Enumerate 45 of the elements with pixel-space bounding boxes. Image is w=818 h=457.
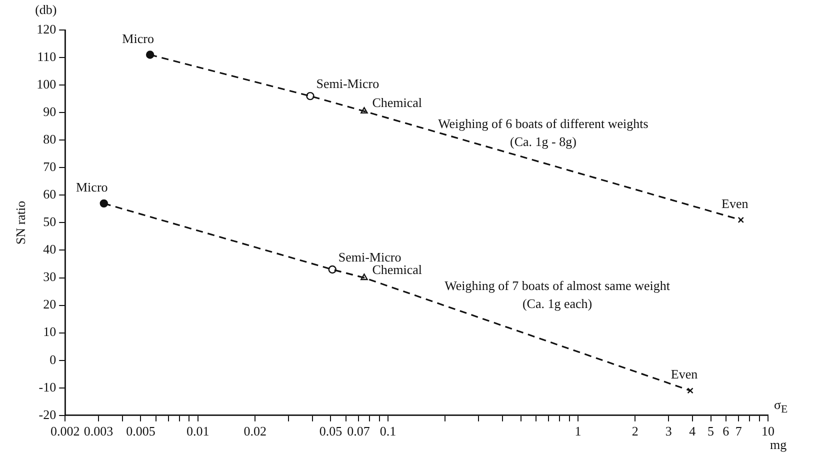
y-tick-label: 100 (36, 76, 56, 92)
annotation: Weighing of 7 boats of almost same weight (Ca. 1g each) (444, 276, 670, 313)
x-tick-label: 0.01 (186, 424, 210, 439)
x-tick-label: 0.005 (126, 424, 156, 439)
y-tick-label: -20 (38, 406, 56, 422)
y-tick-label: 90 (43, 104, 56, 120)
text: Even (722, 196, 748, 211)
text: (db) (35, 2, 57, 18)
y-tick-label: 40 (43, 242, 56, 257)
y-axis-title: SN ratio (13, 200, 28, 245)
x-tick-label: 7 (735, 424, 742, 439)
y-tick-label: 110 (37, 48, 56, 64)
x-tick-label: 0.02 (244, 424, 266, 439)
y-tick-label: 80 (43, 132, 56, 147)
x-tick-label: 1 (574, 424, 582, 439)
x-tick-label: 0.07 (347, 424, 370, 439)
series-label: Even (670, 366, 698, 382)
x-tick-label: 5 (708, 424, 714, 439)
x-tick-label: 0.05 (319, 424, 342, 439)
series-label: Micro (122, 30, 154, 46)
annotation: Weighing of 6 boats of different weights (Ca. 1g - 8g) (438, 114, 648, 151)
text: Chemical (372, 262, 422, 277)
x-tick-label: 0.002 (50, 424, 80, 439)
y-tick-label: 70 (43, 159, 56, 174)
y-tick-label: 10 (43, 324, 56, 340)
x-tick-label: 4 (689, 424, 696, 439)
x-tick-label: 3 (665, 424, 672, 439)
text: mg (770, 437, 787, 454)
series-label: Chemical (372, 95, 422, 110)
series-label: Semi-Micro (316, 76, 380, 92)
y-tick-label: 0 (50, 352, 56, 367)
x-axis-title: σ$_{E}$ (774, 397, 788, 416)
y-tick-label: 50 (43, 214, 56, 230)
x-tick-label: 0.1 (380, 424, 396, 439)
y-tick-label: 60 (43, 186, 56, 202)
y-tick-label: 30 (43, 269, 56, 284)
y-tick-label: 20 (43, 296, 56, 312)
x-tick-label: 0.003 (84, 424, 114, 439)
text: Micro (76, 179, 108, 194)
y-tick-label: 120 (36, 21, 56, 36)
x-tick-label: 6 (722, 424, 730, 439)
y-tick-label: -10 (38, 379, 56, 394)
text: Semi-Micro (338, 250, 402, 264)
x-tick-label: 2 (632, 424, 638, 439)
x-tick-label: 10 (762, 424, 774, 439)
